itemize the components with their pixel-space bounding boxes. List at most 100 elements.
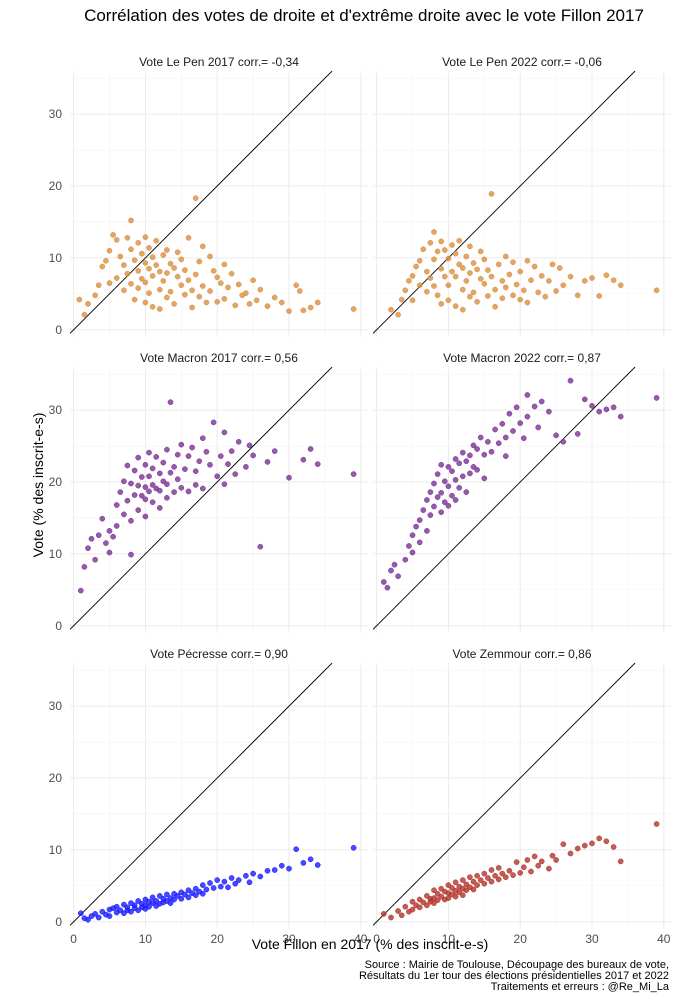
data-point bbox=[438, 489, 445, 496]
y-tick-label: 20 bbox=[49, 771, 63, 785]
facet-panel: Vote Le Pen 2022 corr.= -0,06 bbox=[373, 55, 671, 337]
data-point bbox=[528, 277, 534, 284]
data-point bbox=[182, 291, 188, 298]
data-point bbox=[278, 299, 285, 306]
data-point bbox=[293, 282, 300, 289]
data-point bbox=[553, 288, 559, 294]
data-point bbox=[171, 301, 177, 307]
data-point bbox=[199, 882, 206, 888]
data-point bbox=[264, 459, 271, 465]
data-point bbox=[420, 246, 427, 253]
data-point bbox=[380, 579, 387, 585]
data-point bbox=[524, 257, 531, 264]
data-point bbox=[149, 303, 156, 310]
data-point bbox=[117, 489, 124, 495]
data-point bbox=[517, 870, 524, 876]
data-point bbox=[142, 513, 149, 520]
data-point bbox=[617, 413, 624, 420]
data-point bbox=[402, 287, 409, 294]
data-point bbox=[246, 879, 253, 886]
data-point bbox=[445, 502, 452, 509]
y-tick-label: 20 bbox=[49, 475, 63, 489]
data-point bbox=[567, 273, 574, 280]
data-point bbox=[517, 420, 524, 426]
data-point bbox=[506, 867, 513, 874]
data-point bbox=[221, 429, 228, 436]
data-point bbox=[456, 237, 463, 244]
data-point bbox=[499, 278, 506, 284]
data-point bbox=[445, 282, 452, 289]
data-point bbox=[441, 273, 448, 280]
data-point bbox=[459, 306, 466, 313]
series-points bbox=[388, 191, 660, 318]
data-point bbox=[138, 474, 145, 480]
data-point bbox=[467, 243, 473, 250]
facet-plot-area bbox=[70, 71, 368, 337]
data-point bbox=[138, 250, 145, 257]
data-point bbox=[477, 248, 484, 255]
data-point bbox=[402, 556, 409, 563]
data-point bbox=[596, 835, 603, 842]
data-point bbox=[167, 900, 174, 906]
data-point bbox=[456, 484, 463, 491]
data-point bbox=[524, 299, 531, 306]
y-tick-label: 0 bbox=[55, 619, 62, 633]
data-point bbox=[488, 867, 495, 873]
data-point bbox=[603, 838, 610, 845]
facet-strip-label: Vote Le Pen 2022 corr.= -0,06 bbox=[442, 55, 602, 69]
data-point bbox=[481, 870, 488, 877]
data-point bbox=[409, 906, 416, 913]
data-point bbox=[524, 392, 531, 398]
data-point bbox=[596, 293, 603, 299]
data-point bbox=[538, 858, 545, 865]
data-point bbox=[135, 482, 142, 489]
data-point bbox=[413, 523, 419, 530]
data-point bbox=[424, 528, 430, 534]
data-point bbox=[463, 489, 470, 495]
data-point bbox=[235, 877, 242, 883]
data-point bbox=[167, 469, 174, 476]
data-point bbox=[506, 271, 513, 278]
data-point bbox=[286, 308, 292, 314]
data-point bbox=[128, 908, 134, 915]
data-point bbox=[449, 468, 455, 475]
data-point bbox=[178, 256, 185, 263]
x-tick-label: 30 bbox=[585, 932, 599, 946]
data-point bbox=[121, 511, 127, 518]
data-point bbox=[153, 237, 160, 244]
data-point bbox=[431, 256, 437, 263]
data-point bbox=[207, 461, 213, 468]
data-point bbox=[434, 471, 441, 477]
data-point bbox=[467, 293, 473, 300]
data-point bbox=[246, 301, 253, 307]
facet-panel: Vote Macron 2017 corr.= 0,56 bbox=[70, 351, 368, 633]
data-point bbox=[495, 865, 502, 871]
data-point bbox=[474, 882, 480, 888]
data-point bbox=[485, 438, 491, 445]
data-point bbox=[574, 845, 581, 852]
data-point bbox=[510, 292, 516, 299]
data-point bbox=[610, 844, 617, 850]
data-point bbox=[513, 281, 520, 288]
data-point bbox=[106, 247, 113, 254]
data-point bbox=[431, 480, 437, 487]
data-point bbox=[296, 288, 303, 294]
data-point bbox=[185, 488, 192, 495]
data-point bbox=[574, 292, 581, 299]
data-point bbox=[546, 865, 552, 872]
data-point bbox=[427, 239, 434, 246]
data-point bbox=[506, 410, 513, 417]
data-point bbox=[502, 874, 509, 881]
data-point bbox=[463, 458, 470, 465]
data-point bbox=[477, 434, 484, 441]
data-point bbox=[470, 260, 477, 266]
data-point bbox=[653, 821, 660, 827]
data-point bbox=[485, 875, 491, 881]
data-point bbox=[510, 259, 516, 266]
data-point bbox=[574, 431, 581, 437]
y-tick-label: 30 bbox=[49, 699, 63, 713]
facet-strip-label: Vote Macron 2017 corr.= 0,56 bbox=[140, 351, 298, 365]
data-point bbox=[121, 262, 127, 268]
data-point bbox=[438, 265, 445, 272]
data-point bbox=[431, 283, 437, 289]
